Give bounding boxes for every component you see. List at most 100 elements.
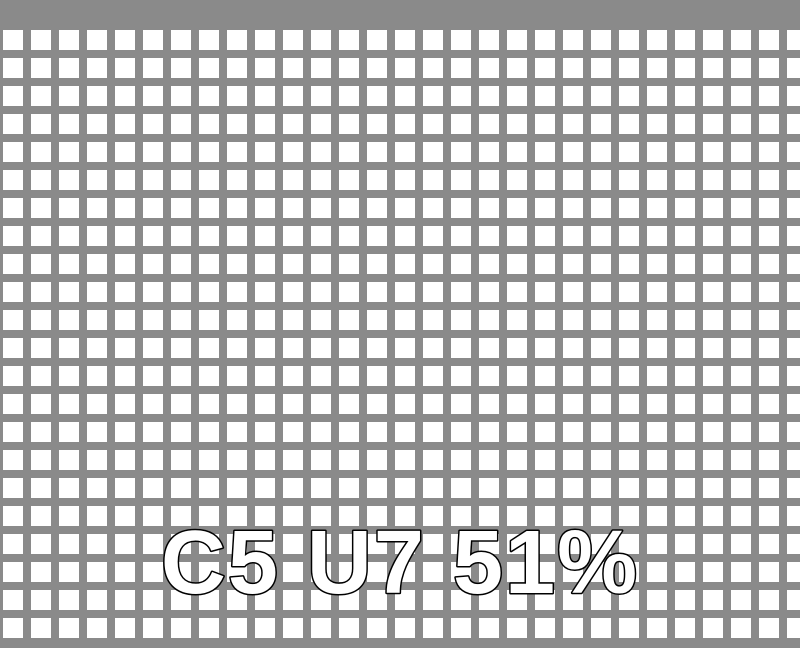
perforation-hole — [283, 142, 303, 162]
perforation-hole — [759, 562, 779, 582]
perforation-hole — [171, 394, 191, 414]
perforation-hole — [31, 254, 51, 274]
perforation-hole — [451, 254, 471, 274]
perforation-hole — [703, 562, 723, 582]
perforation-hole — [31, 506, 51, 526]
perforation-hole — [87, 366, 107, 386]
perforation-hole — [479, 310, 499, 330]
perforation-hole — [535, 618, 555, 638]
perforation-hole — [619, 618, 639, 638]
perforation-hole — [507, 282, 527, 302]
perforation-hole — [255, 86, 275, 106]
perforation-hole — [787, 226, 800, 246]
perforation-hole — [647, 478, 667, 498]
perforation-hole — [759, 114, 779, 134]
perforation-hole — [311, 170, 331, 190]
perforation-hole — [479, 198, 499, 218]
perforation-hole — [143, 254, 163, 274]
perforation-hole — [451, 338, 471, 358]
perforation-hole — [339, 618, 359, 638]
perforation-hole — [675, 506, 695, 526]
perforation-hole — [675, 30, 695, 50]
perforation-hole — [423, 366, 443, 386]
perforation-hole — [87, 506, 107, 526]
perforation-hole — [59, 142, 79, 162]
perforation-hole — [591, 366, 611, 386]
perforation-hole — [619, 226, 639, 246]
perforation-hole — [787, 562, 800, 582]
perforation-hole — [395, 282, 415, 302]
perforation-hole — [3, 142, 23, 162]
perforation-hole — [255, 170, 275, 190]
perforation-hole — [59, 422, 79, 442]
perforation-hole — [535, 282, 555, 302]
perforation-hole — [507, 366, 527, 386]
perforation-hole — [311, 282, 331, 302]
perforation-hole — [227, 114, 247, 134]
perforation-hole — [591, 338, 611, 358]
perforation-hole — [255, 450, 275, 470]
perforation-hole — [3, 86, 23, 106]
perforation-hole — [731, 58, 751, 78]
perforation-hole — [451, 618, 471, 638]
perforation-hole — [787, 338, 800, 358]
perforation-hole — [283, 394, 303, 414]
perforation-hole — [171, 170, 191, 190]
perforation-hole — [199, 86, 219, 106]
perforation-hole — [451, 170, 471, 190]
perforation-hole — [115, 30, 135, 50]
perforation-hole — [703, 394, 723, 414]
perforation-hole — [395, 86, 415, 106]
perforation-hole — [311, 198, 331, 218]
perforation-hole — [87, 114, 107, 134]
perforation-hole — [115, 338, 135, 358]
perforation-hole — [171, 450, 191, 470]
perforation-hole — [731, 338, 751, 358]
perforation-hole — [759, 142, 779, 162]
perforation-hole — [703, 282, 723, 302]
perforation-hole — [535, 86, 555, 106]
perforation-hole — [619, 30, 639, 50]
perforation-hole — [3, 310, 23, 330]
perforation-hole — [367, 394, 387, 414]
perforation-hole — [563, 254, 583, 274]
perforation-hole — [283, 618, 303, 638]
perforation-hole — [535, 450, 555, 470]
perforation-hole — [87, 142, 107, 162]
perforation-hole — [31, 394, 51, 414]
perforation-hole — [31, 86, 51, 106]
perforation-hole — [507, 30, 527, 50]
perforation-hole — [143, 142, 163, 162]
perforation-hole — [703, 198, 723, 218]
perforation-hole — [31, 282, 51, 302]
perforation-hole — [619, 478, 639, 498]
perforation-hole — [563, 282, 583, 302]
perforation-hole — [31, 534, 51, 554]
perforation-hole — [731, 30, 751, 50]
perforation-hole — [367, 114, 387, 134]
perforation-hole — [703, 450, 723, 470]
perforation-hole — [115, 534, 135, 554]
perforation-hole — [3, 506, 23, 526]
perforation-hole — [647, 226, 667, 246]
perforation-hole — [759, 478, 779, 498]
perforation-hole — [255, 226, 275, 246]
perforation-hole — [619, 366, 639, 386]
perforation-hole — [367, 86, 387, 106]
perforation-hole — [59, 562, 79, 582]
perforation-hole — [563, 198, 583, 218]
perforation-hole — [535, 198, 555, 218]
perforation-hole — [115, 310, 135, 330]
perforation-hole — [395, 422, 415, 442]
perforation-hole — [311, 422, 331, 442]
perforation-hole — [787, 114, 800, 134]
perforation-hole — [115, 394, 135, 414]
perforation-hole — [87, 86, 107, 106]
perforation-hole — [395, 450, 415, 470]
perforation-hole — [647, 142, 667, 162]
perforation-hole — [703, 590, 723, 610]
perforation-hole — [339, 30, 359, 50]
perforation-hole — [395, 30, 415, 50]
perforation-hole — [563, 86, 583, 106]
perforation-hole — [675, 338, 695, 358]
